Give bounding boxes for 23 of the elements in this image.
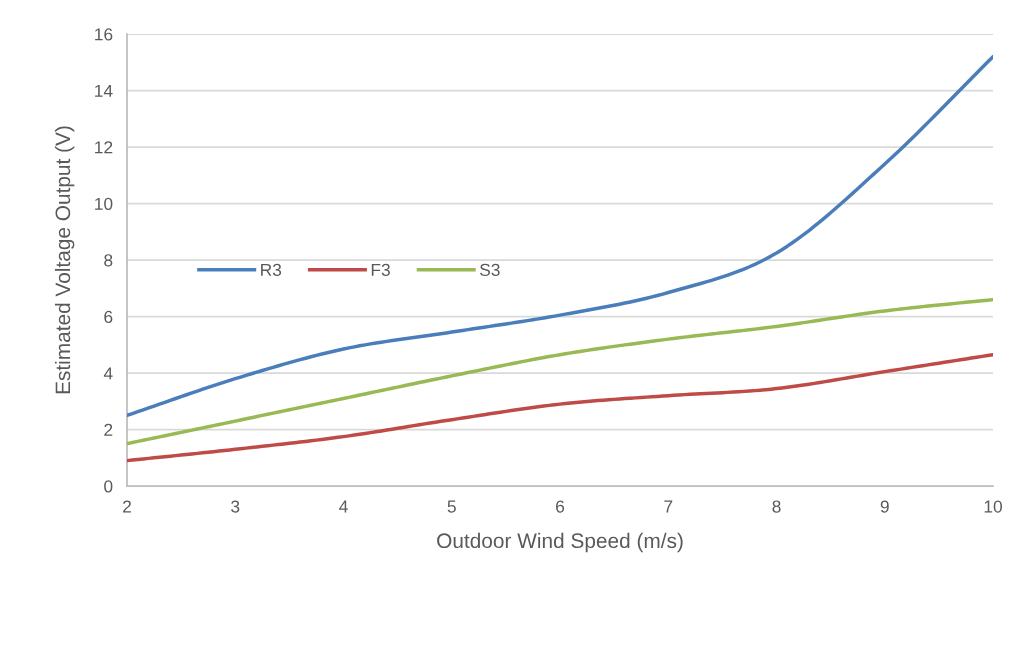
x-tick-label: 7 xyxy=(664,500,673,513)
x-tick-label: 3 xyxy=(231,500,240,513)
y-axis-title: Estimated Voltage Output (V) xyxy=(54,126,75,394)
legend-label: S3 xyxy=(480,263,500,277)
y-tick-label: 14 xyxy=(95,84,113,97)
x-tick-label: 2 xyxy=(123,500,131,513)
legend-label: R3 xyxy=(261,263,282,277)
y-tick-label: 0 xyxy=(104,480,113,493)
legend-label: F3 xyxy=(371,263,390,277)
x-tick-label: 9 xyxy=(880,500,889,513)
x-axis-title: Outdoor Wind Speed (m/s) xyxy=(437,532,683,553)
y-tick-label: 16 xyxy=(95,28,113,41)
y-tick-label: 8 xyxy=(104,254,113,267)
x-tick-label: 6 xyxy=(556,500,565,513)
x-tick-label: 8 xyxy=(772,500,781,513)
y-tick-label: 10 xyxy=(95,197,113,211)
x-tick-label: 10 xyxy=(984,500,1002,513)
x-tick-label: 4 xyxy=(339,500,348,513)
y-tick-label: 12 xyxy=(95,141,113,154)
x-tick-label: 5 xyxy=(447,500,456,513)
y-tick-label: 4 xyxy=(103,367,113,380)
y-tick-label: 6 xyxy=(104,310,113,324)
y-tick-label: 2 xyxy=(104,423,113,436)
